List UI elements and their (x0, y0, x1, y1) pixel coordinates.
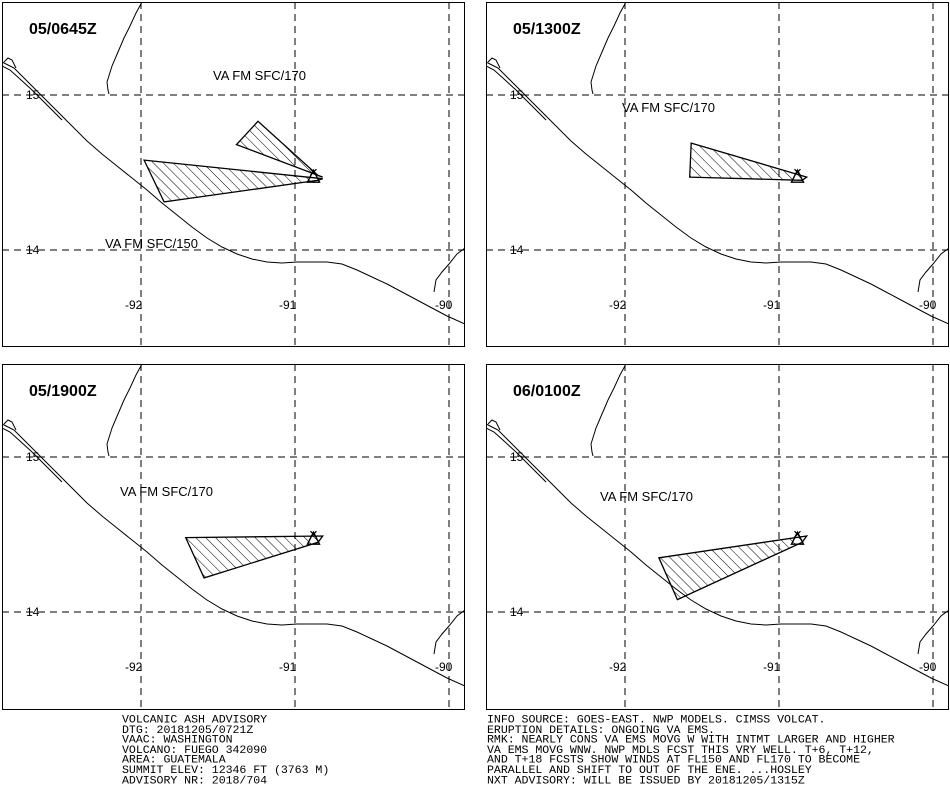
lon-tick-label: -90 (919, 298, 937, 312)
va-altitude-label: VA FM SFC/170 (213, 68, 306, 83)
coastline-5 (917, 609, 949, 655)
va-altitude-label: VA FM SFC/170 (622, 100, 715, 115)
map-frame (2, 2, 465, 347)
volcano-mark-icon (794, 530, 801, 538)
lon-tick-label: -92 (609, 660, 627, 674)
advisory-line: SUMMIT ELEV: 12346 FT (3763 M) (122, 764, 330, 777)
coastline-4 (590, 81, 594, 95)
coastline-2 (486, 65, 547, 121)
volcano-triangle-icon (306, 168, 321, 183)
ash-polygon-2 (235, 120, 323, 178)
lon-tick-label: -92 (125, 298, 143, 312)
advisory-line: ERUPTION DETAILS: ONGOING VA EMS. (487, 724, 715, 737)
lon-tick-label: -90 (435, 298, 453, 312)
volcano-triangle-icon (790, 168, 805, 183)
ash-polygon-1 (689, 142, 809, 181)
lat-tick-label: 14 (26, 243, 40, 257)
advisory-line: AREA: GUATEMALA (122, 754, 226, 767)
lon-tick-label: -92 (125, 660, 143, 674)
coastline-2 (486, 427, 547, 483)
map-panel-2: 15 14 -92 -91 -90 05/1300Z VA FM SFC/170 (486, 2, 949, 347)
coastline-6 (487, 419, 501, 431)
advisory-line: PARALLEL AND SHIFT TO OUT OF THE ENE. ..… (487, 764, 812, 777)
coastline-4 (590, 443, 594, 457)
map-frame (486, 2, 949, 347)
lon-tick-label: -91 (279, 660, 297, 674)
coastline-5 (433, 609, 465, 655)
advisory-line: RMK: NEARLY CONS VA EMS MOVG W WITH INTM… (487, 734, 895, 747)
advisory-line: VA EMS MOVG WNW. NWP MDLS FCST THIS VRY … (487, 744, 874, 757)
coastline-3 (590, 364, 627, 445)
lon-tick-label: -91 (763, 660, 781, 674)
ash-polygon-1 (657, 535, 809, 601)
advisory-line: ADVISORY NR: 2018/704 (122, 774, 268, 787)
coastline-6 (487, 57, 501, 69)
coastline-4 (106, 443, 110, 457)
volcano-triangle-icon (306, 530, 321, 545)
volcano-mark-icon (794, 168, 801, 176)
lat-tick-label: 14 (510, 243, 524, 257)
map-panel-1: 15 14 -92 -91 -90 05/0645Z VA FM SFC/170 VA FM … (2, 2, 465, 347)
map-frame (486, 364, 949, 710)
lat-tick-label: 15 (510, 450, 524, 464)
lon-tick-label: -91 (763, 298, 781, 312)
advisory-header-block: VOLCANIC ASH ADVISORY DTG: 20181205/0721Z… (122, 714, 330, 787)
lat-tick-label: 15 (26, 88, 40, 102)
coastline-1 (486, 61, 949, 325)
coastline-3 (106, 364, 143, 445)
coastline-5 (917, 247, 949, 293)
lon-tick-label: -91 (279, 298, 297, 312)
coastline-4 (106, 81, 110, 95)
advisory-line: VOLCANIC ASH ADVISORY (122, 714, 268, 727)
map-panel-4: 15 14 -92 -91 -90 06/0100Z VA FM SFC/170 (486, 364, 949, 710)
forecast-time-label: 05/1900Z (29, 383, 97, 400)
advisory-line: VAAC: WASHINGTON (122, 734, 233, 747)
va-altitude-label: VA FM SFC/170 (120, 484, 213, 499)
map-frame (2, 364, 465, 710)
volcano-mark-icon (310, 168, 317, 176)
coastline-6 (3, 419, 17, 431)
advisory-remarks-block: INFO SOURCE: GOES-EAST. NWP MODELS. CIMS… (487, 714, 895, 787)
lon-tick-label: -92 (609, 298, 627, 312)
coastline-5 (433, 247, 465, 293)
lat-tick-label: 14 (26, 605, 40, 619)
advisory-line: VOLCANO: FUEGO 342090 (122, 744, 268, 757)
lat-tick-label: 14 (510, 605, 524, 619)
volcano-triangle-icon (790, 530, 805, 545)
forecast-time-label: 06/0100Z (513, 383, 581, 400)
advisory-line: INFO SOURCE: GOES-EAST. NWP MODELS. CIMS… (487, 714, 826, 727)
coastline-2 (2, 65, 63, 121)
volcano-mark-icon (310, 530, 317, 538)
lat-tick-label: 15 (510, 88, 524, 102)
forecast-time-label: 05/1300Z (513, 21, 581, 38)
coastline-3 (590, 2, 627, 83)
lon-tick-label: -90 (435, 660, 453, 674)
va-altitude-label: VA FM SFC/170 (600, 489, 693, 504)
advisory-line: NXT ADVISORY: WILL BE ISSUED BY 20181205… (487, 774, 805, 787)
advisory-line: DTG: 20181205/0721Z (122, 724, 254, 737)
va-altitude-label: VA FM SFC/150 (105, 236, 198, 251)
coastline-1 (2, 61, 465, 325)
ash-polygon-1 (184, 535, 324, 579)
forecast-time-label: 05/0645Z (29, 21, 97, 38)
advisory-line: AND T+18 FCSTS SHOW WINDS AT FL150 AND F… (487, 754, 860, 767)
lat-tick-label: 15 (26, 450, 40, 464)
lon-tick-label: -90 (919, 660, 937, 674)
map-panel-3: 15 14 -92 -91 -90 05/1900Z VA FM SFC/170 (2, 364, 465, 710)
coastline-3 (106, 2, 143, 83)
coastline-1 (2, 423, 465, 687)
coastline-2 (2, 427, 63, 483)
coastline-6 (3, 57, 17, 69)
